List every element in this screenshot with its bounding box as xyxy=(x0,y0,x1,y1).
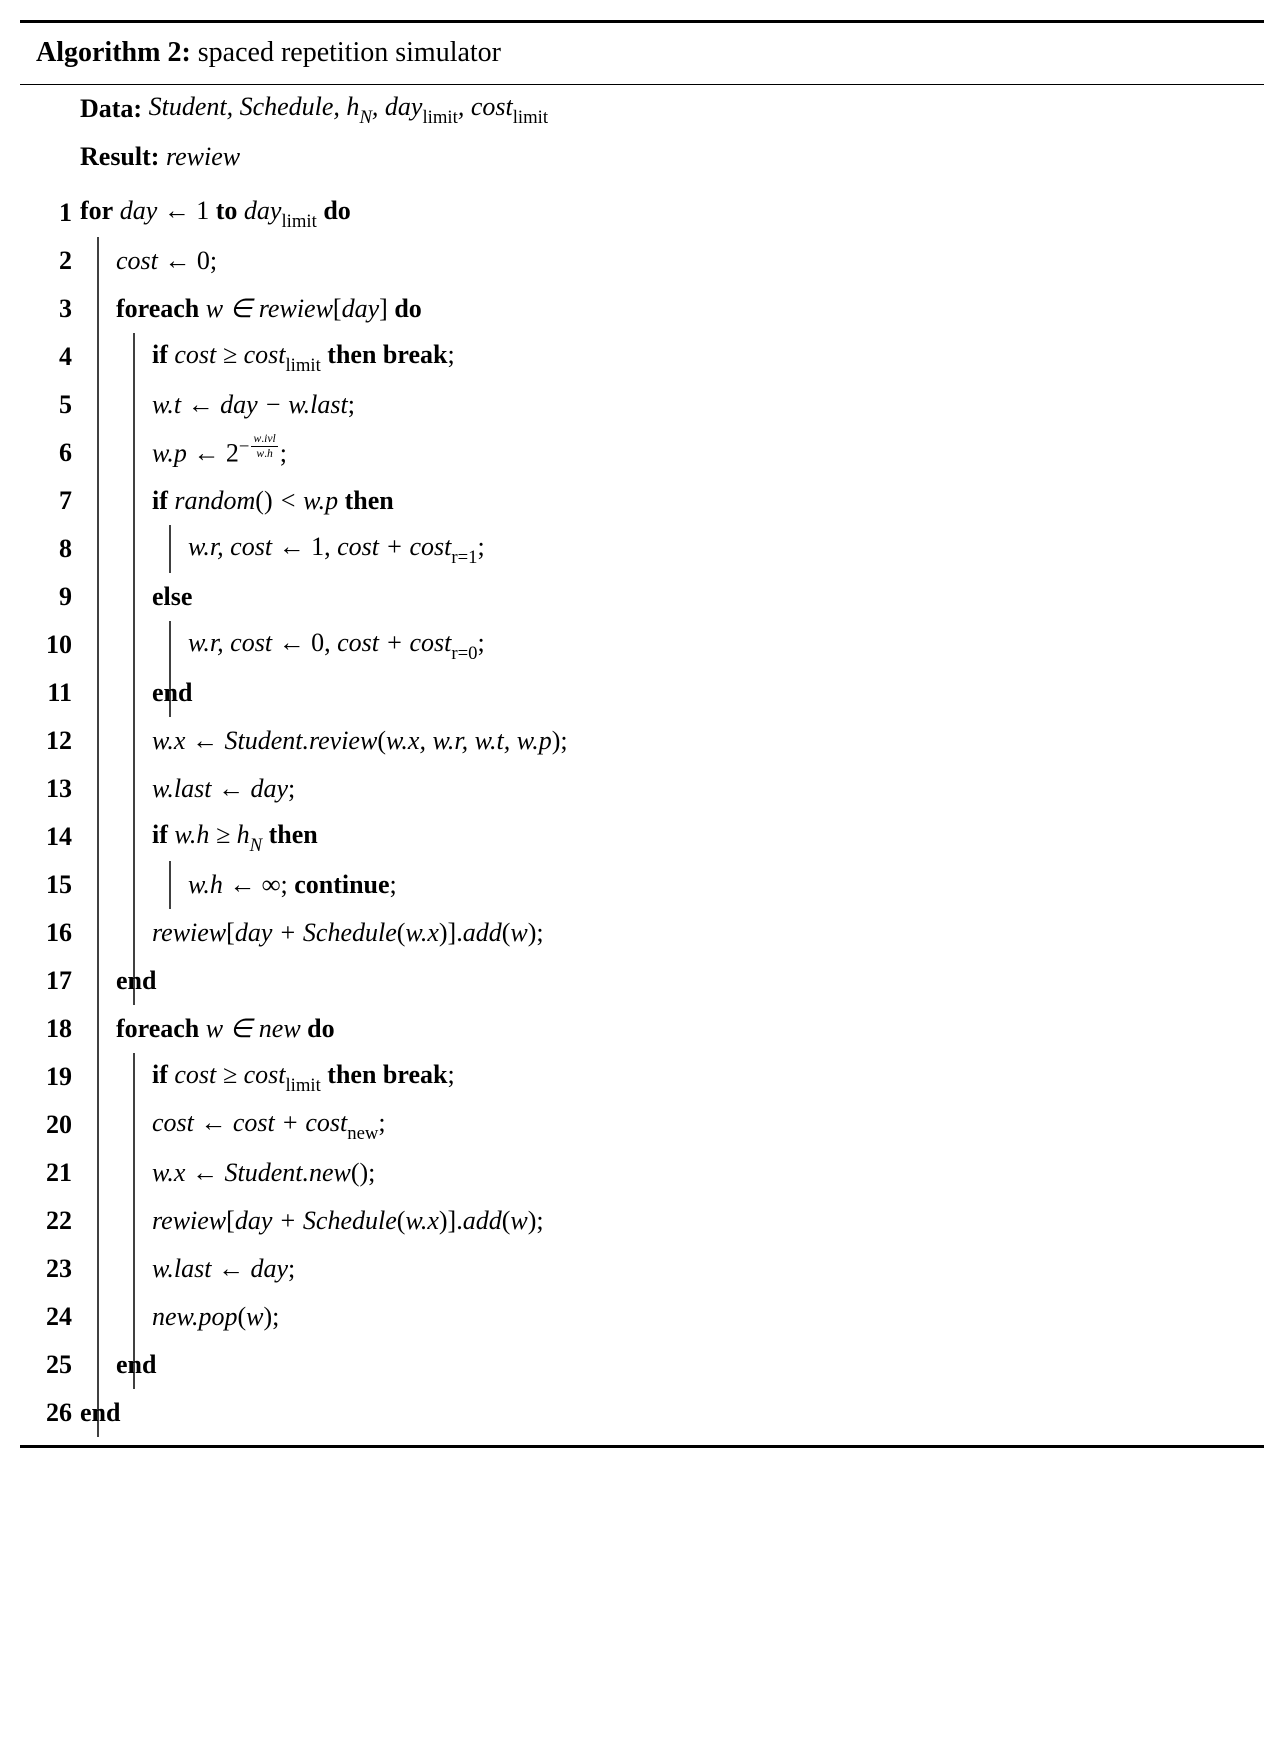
code-line: w.last ← day; xyxy=(80,765,1252,813)
line-number: 5 xyxy=(30,381,72,429)
line-number: 14 xyxy=(30,813,72,861)
code-line: w.r, cost ← 1, cost + costr=1; xyxy=(80,525,1252,573)
line-number: 1 xyxy=(30,189,72,237)
code-line: new.pop(w); xyxy=(80,1293,1252,1341)
line-number: 7 xyxy=(30,477,72,525)
algorithm-body: 1 2 3 4 5 6 7 8 9 10 11 12 13 14 15 16 1… xyxy=(20,181,1264,1445)
data-line: Data: Student, Schedule, hN, daylimit, c… xyxy=(20,85,1264,133)
code-line: if cost ≥ costlimit then break; xyxy=(80,333,1252,381)
code-line: w.r, cost ← 0, cost + costr=0; xyxy=(80,621,1252,669)
line-number: 13 xyxy=(30,765,72,813)
line-number: 12 xyxy=(30,717,72,765)
code-line: w.x ← Student.new(); xyxy=(80,1149,1252,1197)
code-line: rewiew[day + Schedule(w.x)].add(w); xyxy=(80,1197,1252,1245)
code-line: else xyxy=(80,573,1252,621)
data-label: Data: xyxy=(80,88,142,130)
code-line: w.h ← ∞; continue; xyxy=(80,861,1252,909)
algorithm-header: Algorithm 2: spaced repetition simulator xyxy=(20,23,1264,85)
line-number: 4 xyxy=(30,333,72,381)
line-number: 11 xyxy=(30,669,72,717)
line-number: 18 xyxy=(30,1005,72,1053)
code-line: w.t ← day − w.last; xyxy=(80,381,1252,429)
code-line: end xyxy=(80,1341,1252,1389)
line-number: 20 xyxy=(30,1101,72,1149)
code-col: for day ← 1 to daylimit do cost ← 0; for… xyxy=(80,189,1264,1437)
line-number: 3 xyxy=(30,285,72,333)
line-number: 22 xyxy=(30,1197,72,1245)
line-number: 8 xyxy=(30,525,72,573)
result-label: Result: xyxy=(80,136,159,178)
code-line: if random() < w.p then xyxy=(80,477,1252,525)
code-line: w.x ← Student.review(w.x, w.r, w.t, w.p)… xyxy=(80,717,1252,765)
line-number: 25 xyxy=(30,1341,72,1389)
code-line: foreach w ∈ rewiew[day] do xyxy=(80,285,1252,333)
code-line: end xyxy=(80,669,1252,717)
code-line: cost ← 0; xyxy=(80,237,1252,285)
line-number: 6 xyxy=(30,429,72,477)
line-number: 9 xyxy=(30,573,72,621)
code-line: end xyxy=(80,957,1252,1005)
code-line: end xyxy=(80,1389,1252,1437)
line-number: 23 xyxy=(30,1245,72,1293)
line-number: 2 xyxy=(30,237,72,285)
line-number: 17 xyxy=(30,957,72,1005)
code-line: w.last ← day; xyxy=(80,1245,1252,1293)
code-line: if cost ≥ costlimit then break; xyxy=(80,1053,1252,1101)
line-number: 21 xyxy=(30,1149,72,1197)
code-line: w.p ← 2−w.ivlw.h; xyxy=(80,429,1252,477)
line-number: 15 xyxy=(30,861,72,909)
line-number: 16 xyxy=(30,909,72,957)
code-line: if w.h ≥ hN then xyxy=(80,813,1252,861)
line-number: 10 xyxy=(30,621,72,669)
algorithm-block: Algorithm 2: spaced repetition simulator… xyxy=(20,20,1264,1448)
line-number: 24 xyxy=(30,1293,72,1341)
result-line: Result: rewiew xyxy=(20,133,1264,181)
algorithm-title: spaced repetition simulator xyxy=(198,37,501,68)
code-line: foreach w ∈ new do xyxy=(80,1005,1252,1053)
code-line: for day ← 1 to daylimit do xyxy=(80,189,1252,237)
line-number: 26 xyxy=(30,1389,72,1437)
code-line: cost ← cost + costnew; xyxy=(80,1101,1252,1149)
algorithm-label: Algorithm xyxy=(36,37,160,68)
line-numbers-col: 1 2 3 4 5 6 7 8 9 10 11 12 13 14 15 16 1… xyxy=(20,189,80,1437)
line-number: 19 xyxy=(30,1053,72,1101)
code-line: rewiew[day + Schedule(w.x)].add(w); xyxy=(80,909,1252,957)
algorithm-number: 2 xyxy=(167,37,181,68)
